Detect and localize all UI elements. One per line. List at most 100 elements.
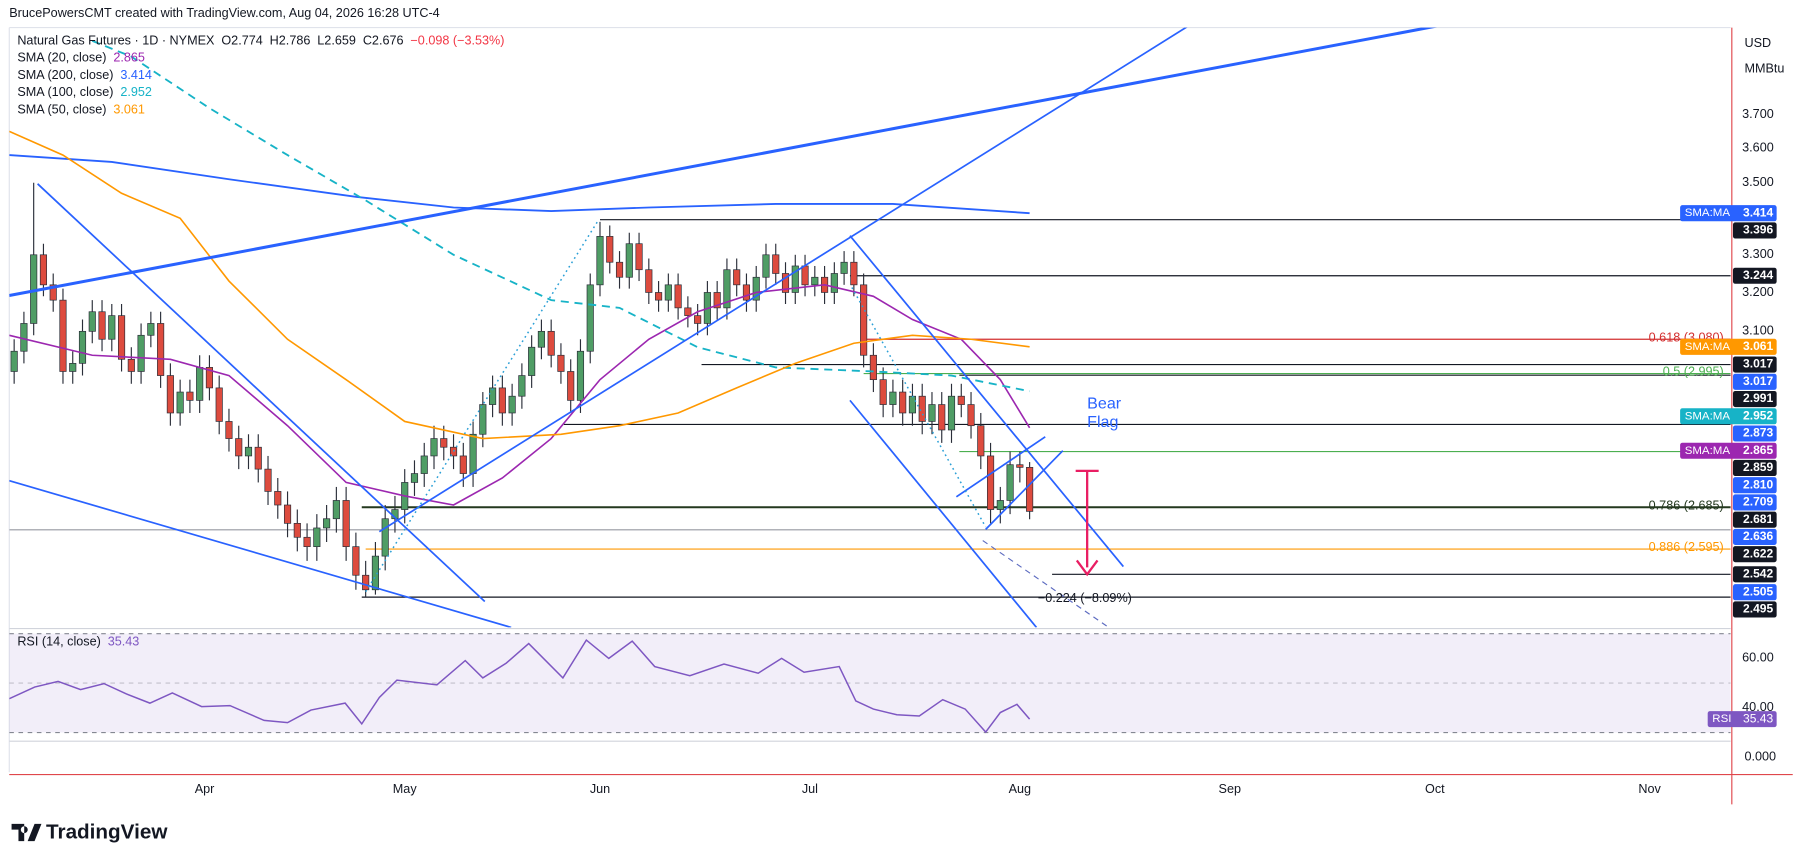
y-tick-label: 3.700	[1742, 107, 1774, 121]
y-tick-label: 3.600	[1742, 141, 1774, 155]
measure-head	[1075, 559, 1099, 577]
candle-body	[1016, 464, 1024, 468]
price-label: 2.859	[1743, 460, 1773, 474]
price-label-box	[1732, 546, 1777, 563]
candle-body	[147, 323, 155, 336]
legend-entry: SMA (50, close) 3.061	[17, 103, 145, 117]
candle-body	[908, 395, 917, 414]
x-tick-label: Oct	[1425, 782, 1445, 796]
candle-body	[10, 350, 18, 372]
candle-body	[557, 354, 565, 372]
logo-text: TradingView	[46, 821, 168, 844]
candle-body	[176, 391, 184, 414]
logo-icon	[11, 823, 42, 842]
candle-body	[459, 455, 467, 474]
candle-body	[430, 438, 438, 457]
candle-body	[283, 504, 292, 524]
candle-body	[332, 500, 340, 520]
candle-body	[88, 311, 96, 332]
trend-line	[9, 27, 1437, 297]
trend-line	[982, 540, 1110, 628]
trend-line	[378, 27, 1188, 533]
candle-body	[918, 395, 926, 422]
candle-body	[264, 468, 272, 492]
y-tick-label: 3.100	[1742, 324, 1774, 338]
legend-value: 2.952	[120, 85, 152, 99]
price-label-box	[1732, 373, 1777, 390]
price-label: 3.017	[1743, 357, 1773, 371]
candle-body	[157, 323, 165, 376]
trend-line	[849, 399, 1038, 628]
candle-body	[547, 330, 555, 356]
price-label-box	[1732, 356, 1777, 373]
candle-body	[645, 269, 653, 293]
legend-value: 2.865	[113, 51, 145, 65]
rsi-pane	[9, 633, 1731, 734]
candle-body	[537, 330, 545, 348]
legend-entry: SMA (20, close) 2.865	[17, 51, 145, 65]
quote: C2.676	[363, 34, 404, 48]
candle-body	[205, 367, 213, 389]
trend-line	[9, 479, 512, 628]
candle-body	[166, 375, 174, 414]
price-label-box	[1732, 601, 1777, 618]
price-label: 3.396	[1743, 223, 1773, 237]
trend-line	[365, 220, 599, 593]
candle-body	[752, 276, 760, 301]
y-tick-label: 3.500	[1742, 175, 1774, 189]
candle-body	[733, 269, 741, 286]
candle-body	[440, 438, 448, 448]
price-label-box	[1732, 425, 1777, 442]
candle-body	[664, 284, 672, 301]
price-label: 3.017	[1743, 374, 1773, 388]
price-label-box	[1732, 494, 1777, 511]
candle-body	[479, 404, 487, 435]
price-label-box	[1732, 528, 1777, 545]
level-label: 0.786 (2.685)	[1649, 498, 1724, 512]
moving-average	[9, 154, 1030, 215]
legend-value: 3.061	[113, 103, 145, 117]
rsi-band	[9, 633, 1731, 733]
price-label-box	[1680, 442, 1777, 459]
x-tick-label: Nov	[1638, 782, 1661, 796]
candle-body	[274, 491, 282, 506]
candle-body	[410, 473, 419, 483]
quote: H2.786	[270, 34, 311, 48]
candle-body	[860, 284, 868, 356]
price-label-box	[1732, 566, 1777, 583]
candle-body	[186, 391, 194, 401]
price-label-box	[1732, 222, 1777, 239]
rsi-tag: RSI	[1712, 713, 1731, 725]
candle-body	[586, 284, 594, 352]
level-label: 0.886 (2.595)	[1649, 540, 1724, 554]
candle-body	[528, 346, 536, 376]
trend-line	[955, 436, 1046, 498]
quote: O2.774	[221, 34, 262, 48]
x-tick-label: Jun	[590, 782, 610, 796]
candle-body	[596, 236, 604, 286]
candle-body	[996, 500, 1004, 510]
candle-body	[1006, 464, 1014, 501]
candle-body	[947, 395, 956, 431]
price-label: 2.991	[1743, 391, 1773, 405]
x-tick-label: May	[393, 782, 418, 796]
candle-body	[830, 273, 838, 293]
candle-body	[371, 555, 379, 591]
candle-body	[840, 261, 848, 274]
legend-entry: SMA (200, close) 3.414	[17, 68, 152, 82]
price-label-box	[1732, 511, 1777, 528]
legend-entry: SMA (100, close) 2.952	[17, 85, 152, 99]
candle-body	[352, 546, 360, 576]
candle-body	[342, 500, 350, 548]
legend-name: SMA (100, close)	[17, 85, 113, 99]
candle-body	[576, 350, 585, 401]
candle-body	[713, 292, 721, 309]
trend-line	[849, 235, 1125, 568]
candle-body	[127, 358, 135, 372]
rsi-legend: RSI (14, close) 35.43	[17, 635, 139, 649]
candle-body	[381, 518, 389, 557]
price-label: 2.622	[1743, 546, 1773, 560]
price-label: 2.505	[1743, 584, 1773, 598]
